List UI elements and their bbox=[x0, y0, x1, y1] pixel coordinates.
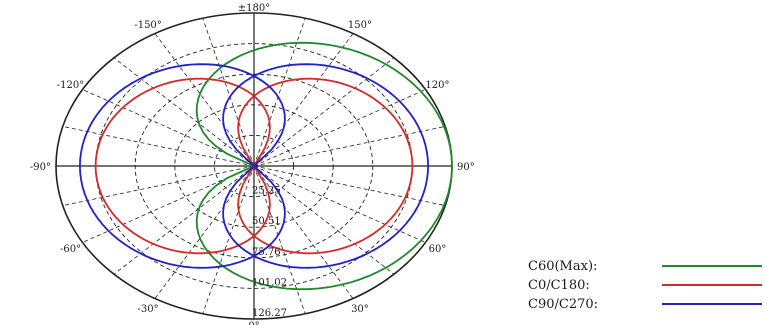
radial-label: 25.25 bbox=[252, 186, 281, 197]
grid-spoke bbox=[253, 57, 395, 167]
series-curve-1 bbox=[237, 77, 414, 255]
grid-spoke bbox=[154, 33, 255, 167]
grid-spoke bbox=[253, 165, 446, 206]
grid-spoke bbox=[253, 165, 395, 275]
series-curve-2 bbox=[78, 63, 286, 269]
series-curve-1 bbox=[94, 77, 271, 255]
angle-label: 60° bbox=[429, 244, 447, 255]
legend-label: C90/C270: bbox=[528, 297, 598, 312]
series-curve-2 bbox=[222, 63, 430, 269]
grid-spoke bbox=[253, 126, 446, 167]
angle-label: 0° bbox=[248, 321, 259, 325]
angle-label: -60° bbox=[60, 244, 81, 255]
legend-label: C0/C180: bbox=[528, 278, 590, 293]
angle-label: 90° bbox=[457, 162, 475, 173]
angle-label: 120° bbox=[425, 80, 449, 91]
grid-spoke bbox=[113, 57, 255, 167]
angle-label: -30° bbox=[138, 304, 159, 315]
angle-label: ±180° bbox=[238, 3, 270, 14]
angle-label: 150° bbox=[348, 20, 372, 31]
series-curve-0 bbox=[195, 41, 453, 291]
grid-spoke bbox=[113, 165, 255, 275]
grid-spoke bbox=[202, 165, 255, 314]
radial-label: 75.76 bbox=[252, 247, 281, 258]
legend-label: C60(Max): bbox=[528, 259, 597, 274]
grid-spoke bbox=[253, 165, 426, 243]
grid-spoke bbox=[253, 165, 306, 314]
grid-spoke bbox=[154, 165, 255, 299]
grid-spoke bbox=[253, 18, 306, 167]
grid-spoke bbox=[202, 18, 255, 167]
radial-label: 126.27 bbox=[252, 308, 287, 319]
intensity-curves bbox=[78, 41, 453, 291]
angle-label: 30° bbox=[351, 304, 369, 315]
angle-label: -150° bbox=[134, 20, 161, 31]
grid-spoke bbox=[62, 165, 255, 206]
angle-label: -90° bbox=[30, 162, 51, 173]
radial-label: 101.02 bbox=[252, 277, 287, 288]
grid-spoke bbox=[253, 33, 354, 167]
grid-spoke bbox=[253, 89, 426, 167]
radial-label: 50.51 bbox=[252, 216, 281, 227]
axis-labels: ±180° 150° 120° 90° 60° 30° 0° -30° -60° -90° -120… bbox=[30, 3, 475, 325]
angle-label: -120° bbox=[57, 80, 84, 91]
legend: C60(Max): C0/C180: C90/C270: bbox=[528, 259, 762, 312]
grid-spoke bbox=[62, 126, 255, 167]
